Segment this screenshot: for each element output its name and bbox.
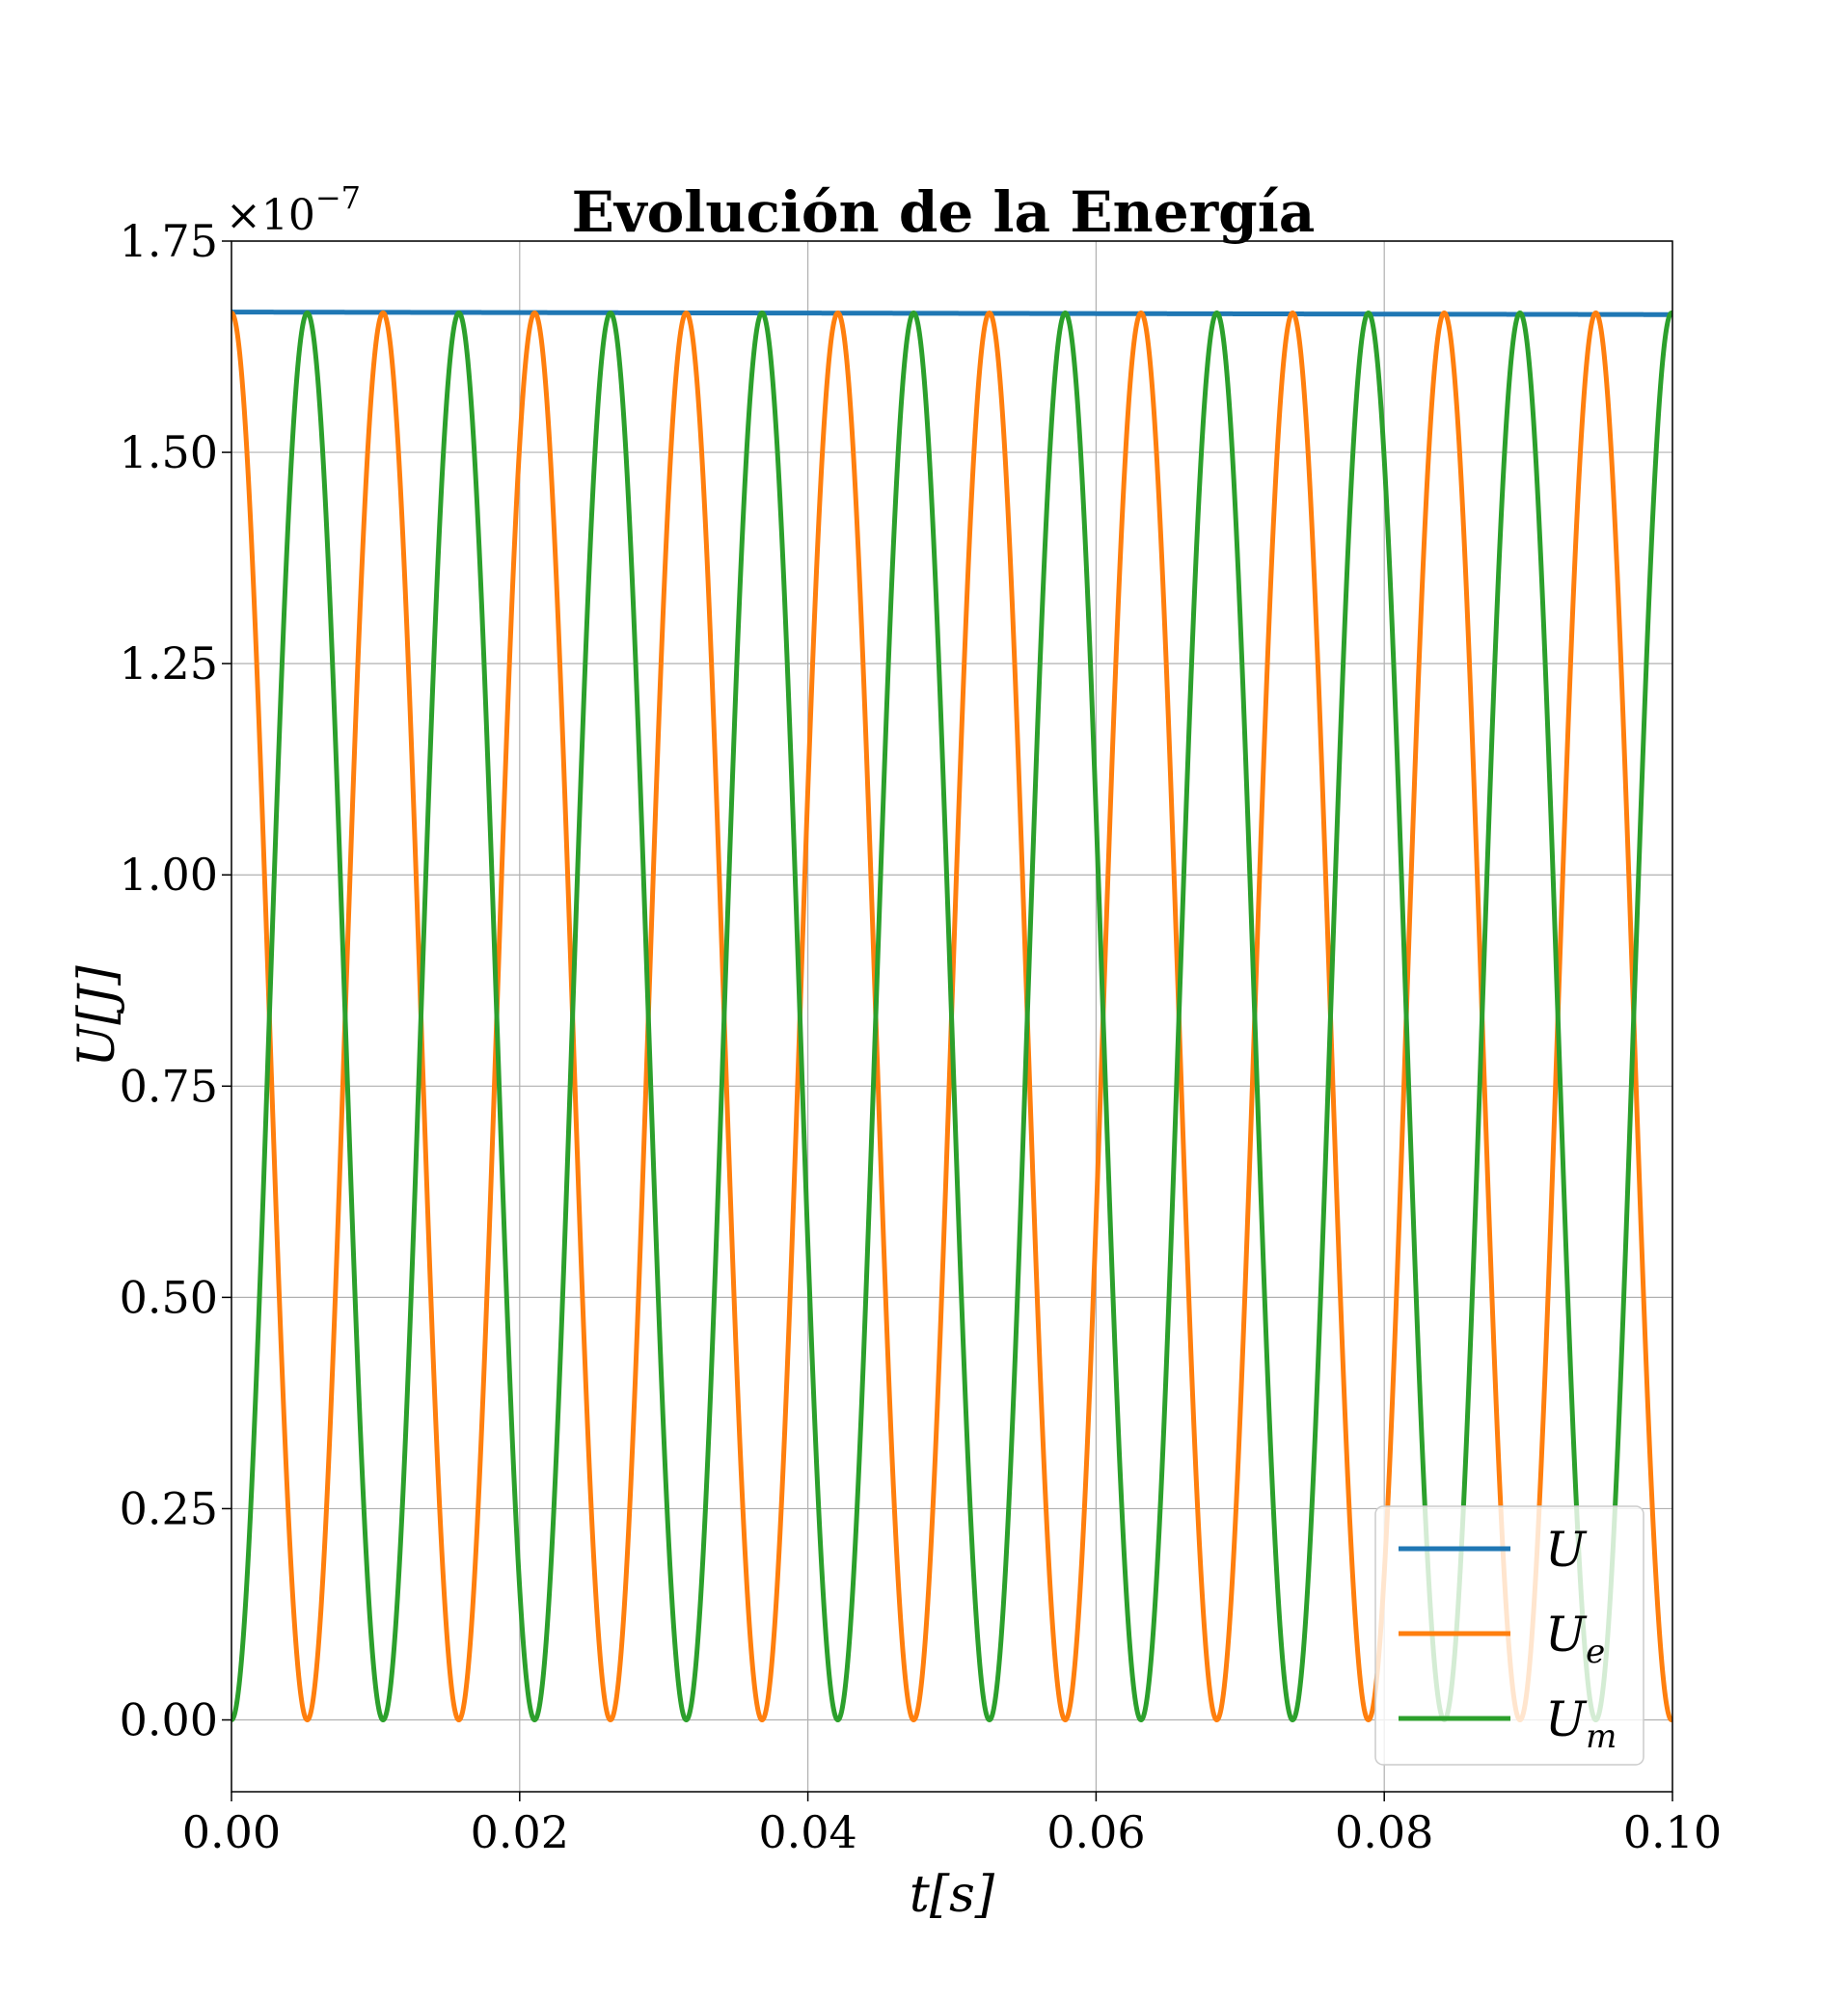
x-axis-ticks: 0.00 0.02 0.04 0.06 0.08 0.10	[182, 1792, 1722, 1858]
y-tick-label: 0.75	[120, 1060, 218, 1112]
y-tick-label: 1.75	[120, 215, 218, 267]
legend-label: Ue	[1545, 1607, 1605, 1671]
x-tick-label: 0.00	[182, 1806, 281, 1858]
legend-label: Um	[1545, 1691, 1617, 1756]
legend: U Ue Um	[1374, 1505, 1644, 1766]
axes-frame	[231, 240, 1673, 1793]
y-tick-label: 1.50	[120, 426, 218, 478]
legend-label: U	[1545, 1522, 1588, 1578]
series-line-total	[231, 310, 1672, 317]
y-axis-ticks: 0.00 0.25 0.50 0.75 1.00 1.25 1.50 1.75	[120, 215, 231, 1746]
chart-title: Evolución de la Energía	[572, 179, 1316, 245]
y-tick-label: 1.25	[120, 637, 218, 690]
x-tick-label: 0.10	[1623, 1806, 1722, 1858]
x-tick-label: 0.08	[1335, 1806, 1433, 1858]
y-offset-text: ×10−7	[226, 179, 361, 240]
x-axis-label: t[s]	[910, 1866, 995, 1924]
y-tick-label: 0.25	[120, 1482, 218, 1534]
y-tick-label: 1.00	[120, 849, 218, 901]
y-axis-label: U[J]	[68, 965, 126, 1068]
x-tick-label: 0.02	[471, 1806, 569, 1858]
x-tick-label: 0.04	[758, 1806, 856, 1858]
y-tick-label: 0.00	[120, 1694, 218, 1746]
x-tick-label: 0.06	[1046, 1806, 1145, 1858]
y-tick-label: 0.50	[120, 1271, 218, 1323]
